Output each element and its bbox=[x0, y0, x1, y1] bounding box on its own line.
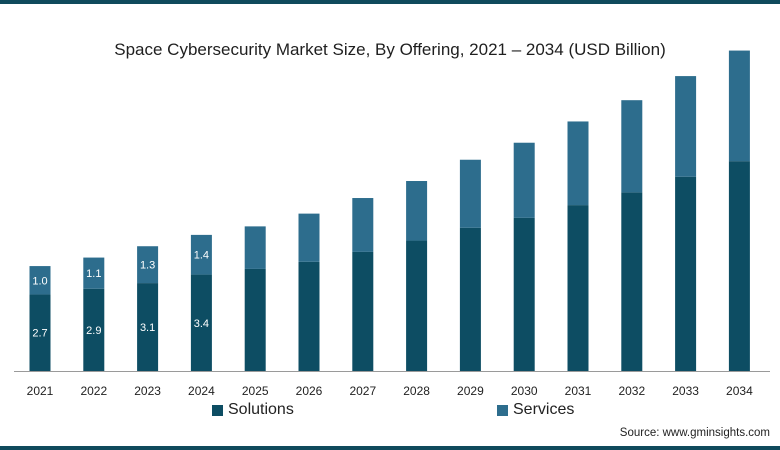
bottom-accent-bar bbox=[0, 446, 780, 450]
bar-solutions-2032 bbox=[621, 192, 643, 371]
data-label-solutions-2023: 3.1 bbox=[140, 322, 155, 334]
x-tick-label-2031: 2031 bbox=[565, 384, 592, 398]
x-tick-label-2034: 2034 bbox=[726, 384, 753, 398]
bar-services-2030 bbox=[513, 142, 535, 218]
x-tick-label-2026: 2026 bbox=[296, 384, 323, 398]
legend-swatch-solutions bbox=[212, 404, 223, 416]
data-label-services-2021: 1.0 bbox=[32, 275, 47, 287]
bar-services-2025 bbox=[244, 226, 266, 269]
x-tick-label-2033: 2033 bbox=[672, 384, 699, 398]
data-label-services-2024: 1.4 bbox=[194, 250, 209, 262]
bar-solutions-2029 bbox=[459, 227, 481, 371]
top-accent-bar bbox=[0, 0, 780, 4]
x-tick-label-2025: 2025 bbox=[242, 384, 269, 398]
bar-services-2021 bbox=[29, 266, 51, 295]
bar-services-2026 bbox=[298, 213, 320, 262]
data-label-solutions-2021: 2.7 bbox=[32, 328, 47, 340]
bar-services-2027 bbox=[352, 198, 374, 252]
source-note: Source: www.gminsights.com bbox=[619, 427, 770, 439]
x-tick-label-2029: 2029 bbox=[457, 384, 484, 398]
legend-item-solutions: Solutions bbox=[212, 401, 294, 419]
legend-swatch-services bbox=[497, 404, 508, 416]
bar-solutions-2021 bbox=[29, 294, 51, 371]
bar-solutions-2023 bbox=[137, 283, 159, 371]
x-tick-label-2028: 2028 bbox=[403, 384, 430, 398]
x-tick-label-2023: 2023 bbox=[134, 384, 161, 398]
legend: Solutions Services bbox=[0, 401, 780, 421]
bar-solutions-2034 bbox=[728, 161, 750, 371]
bar-services-2033 bbox=[675, 76, 697, 177]
bar-services-2034 bbox=[728, 50, 750, 162]
x-tick-label-2032: 2032 bbox=[618, 384, 645, 398]
chart-title: Space Cybersecurity Market Size, By Offe… bbox=[114, 40, 666, 59]
bar-services-2028 bbox=[406, 181, 428, 241]
bar-solutions-2024 bbox=[190, 274, 212, 371]
bar-solutions-2028 bbox=[406, 240, 428, 371]
x-tick-label-2024: 2024 bbox=[188, 384, 215, 398]
data-label-solutions-2024: 3.4 bbox=[194, 318, 209, 330]
bar-services-2022 bbox=[83, 257, 105, 289]
bar-services-2031 bbox=[567, 121, 589, 206]
data-label-solutions-2022: 2.9 bbox=[86, 325, 101, 337]
bar-solutions-2025 bbox=[244, 268, 266, 371]
x-tick-label-2021: 2021 bbox=[27, 384, 54, 398]
bar-services-2023 bbox=[137, 246, 159, 284]
bar-services-2032 bbox=[621, 100, 643, 193]
bar-solutions-2027 bbox=[352, 251, 374, 371]
bar-solutions-2026 bbox=[298, 261, 320, 371]
bar-solutions-2033 bbox=[675, 176, 697, 371]
bar-solutions-2031 bbox=[567, 205, 589, 371]
x-tick-label-2022: 2022 bbox=[80, 384, 107, 398]
legend-item-services: Services bbox=[497, 401, 574, 419]
data-label-services-2023: 1.3 bbox=[140, 260, 155, 272]
bar-services-2029 bbox=[459, 159, 481, 228]
x-tick-label-2030: 2030 bbox=[511, 384, 538, 398]
legend-label-solutions: Solutions bbox=[228, 401, 294, 418]
x-tick-label-2027: 2027 bbox=[349, 384, 376, 398]
legend-label-services: Services bbox=[513, 401, 575, 418]
bar-solutions-2030 bbox=[513, 217, 535, 371]
data-label-services-2022: 1.1 bbox=[86, 268, 101, 280]
bar-services-2024 bbox=[190, 234, 212, 275]
bar-solutions-2022 bbox=[83, 288, 105, 371]
